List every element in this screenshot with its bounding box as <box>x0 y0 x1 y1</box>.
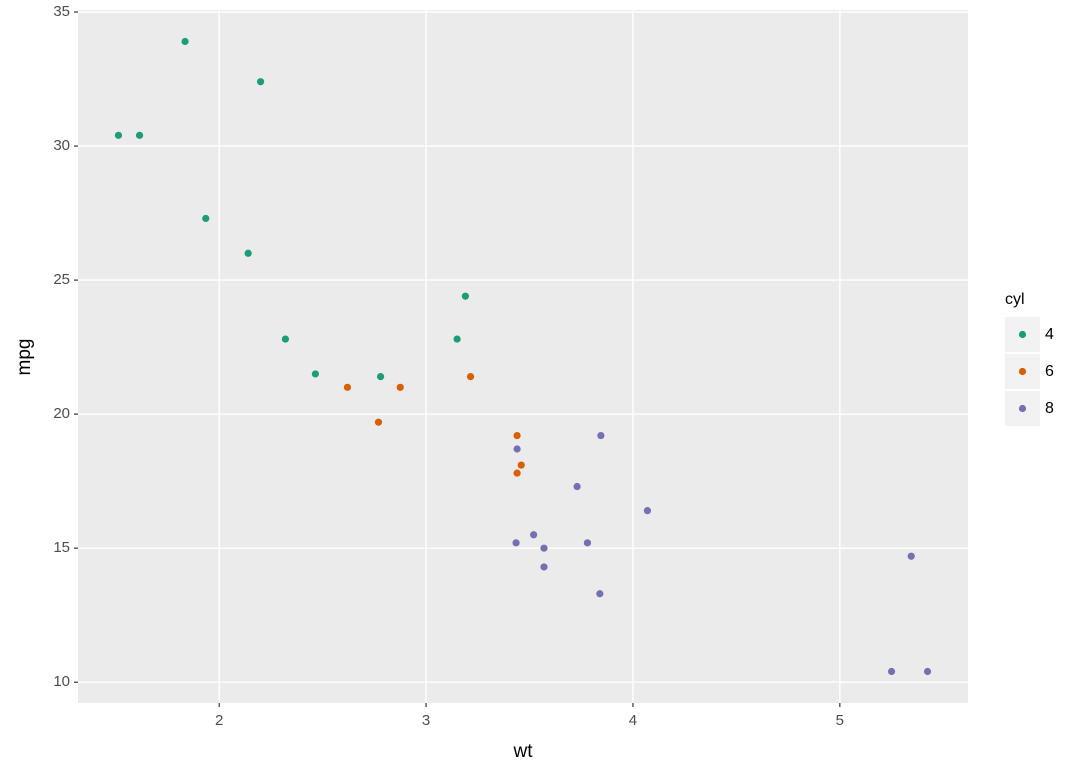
point <box>643 507 652 515</box>
point <box>530 531 538 539</box>
legend-label: 6 <box>1045 363 1054 380</box>
point <box>181 37 189 46</box>
point <box>573 482 581 491</box>
x-tick-label: 4 <box>629 712 637 729</box>
point <box>466 373 475 381</box>
point <box>374 418 383 426</box>
legend-marker <box>1018 367 1027 376</box>
legend-label: 4 <box>1045 326 1054 343</box>
point <box>396 383 404 391</box>
point <box>256 78 265 86</box>
point <box>202 214 210 223</box>
y-tick-label: 35 <box>53 3 70 20</box>
point <box>135 131 144 139</box>
point <box>513 445 521 453</box>
point <box>453 335 461 343</box>
legend-marker <box>1018 404 1027 413</box>
point <box>512 539 520 547</box>
y-tick-label: 10 <box>53 673 70 690</box>
point <box>343 383 352 391</box>
point <box>244 249 252 257</box>
legend-title: cyl <box>1005 291 1025 308</box>
point <box>597 431 605 440</box>
panel <box>78 10 968 703</box>
point <box>907 552 915 560</box>
x-tick-label: 5 <box>836 712 844 729</box>
x-axis-title: wt <box>513 741 534 762</box>
point <box>596 590 604 598</box>
x-tick-label: 2 <box>215 712 223 729</box>
y-tick-label: 15 <box>53 539 70 556</box>
point <box>923 667 932 676</box>
point <box>540 563 548 571</box>
point <box>281 335 290 343</box>
y-tick-label: 20 <box>53 405 70 422</box>
point <box>461 292 469 300</box>
point <box>513 469 521 477</box>
y-tick-label: 30 <box>53 137 70 154</box>
point <box>517 461 525 469</box>
x-tick-label: 3 <box>422 712 430 729</box>
y-tick-label: 25 <box>53 271 70 288</box>
legend-marker <box>1018 330 1027 339</box>
point <box>311 370 320 378</box>
point <box>583 539 592 547</box>
point <box>376 373 385 381</box>
legend-label: 8 <box>1045 400 1054 417</box>
point <box>513 431 521 440</box>
y-axis-title: mpg <box>14 339 35 376</box>
point <box>114 131 123 139</box>
point <box>887 667 896 676</box>
point <box>540 544 548 552</box>
